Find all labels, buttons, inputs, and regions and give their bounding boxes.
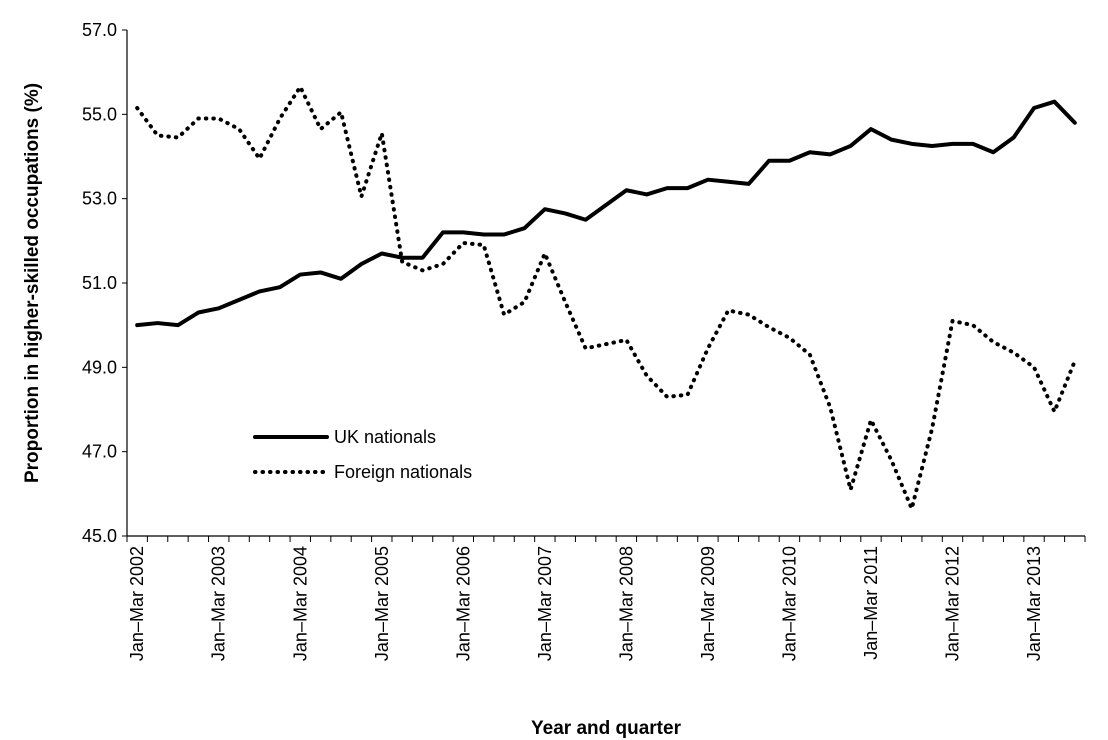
x-tick-label: Jan–Mar 2011 (861, 546, 881, 660)
x-tick-label: Jan–Mar 2004 (290, 546, 310, 661)
y-axis-label: Proportion in higher-skilled occupations… (22, 83, 43, 483)
y-tick-label: 53.0 (82, 189, 117, 209)
legend-label: Foreign nationals (334, 462, 472, 482)
x-tick-label: Jan–Mar 2006 (453, 546, 473, 661)
x-tick-label: Jan–Mar 2013 (1024, 546, 1044, 661)
x-axis-label: Year and quarter (531, 718, 682, 739)
x-tick-label: Jan–Mar 2003 (209, 546, 229, 661)
series-line (135, 84, 1077, 511)
y-tick-label: 51.0 (82, 273, 117, 293)
x-tick-label: Jan–Mar 2009 (698, 546, 718, 661)
legend-label: UK nationals (334, 427, 436, 447)
x-tick-label: Jan–Mar 2002 (127, 546, 147, 661)
y-tick-label: 45.0 (82, 526, 117, 546)
x-tick-label: Jan–Mar 2010 (779, 546, 799, 661)
x-tick-label: Jan–Mar 2007 (535, 546, 555, 661)
x-tick-label: Jan–Mar 2005 (372, 546, 392, 661)
series-line (135, 99, 1077, 328)
y-tick-label: 55.0 (82, 104, 117, 124)
x-tick-label: Jan–Mar 2008 (616, 546, 636, 661)
y-tick-label: 57.0 (82, 20, 117, 40)
y-tick-label: 49.0 (82, 357, 117, 377)
x-tick-label: Jan–Mar 2012 (943, 546, 963, 661)
y-tick-label: 47.0 (82, 442, 117, 462)
